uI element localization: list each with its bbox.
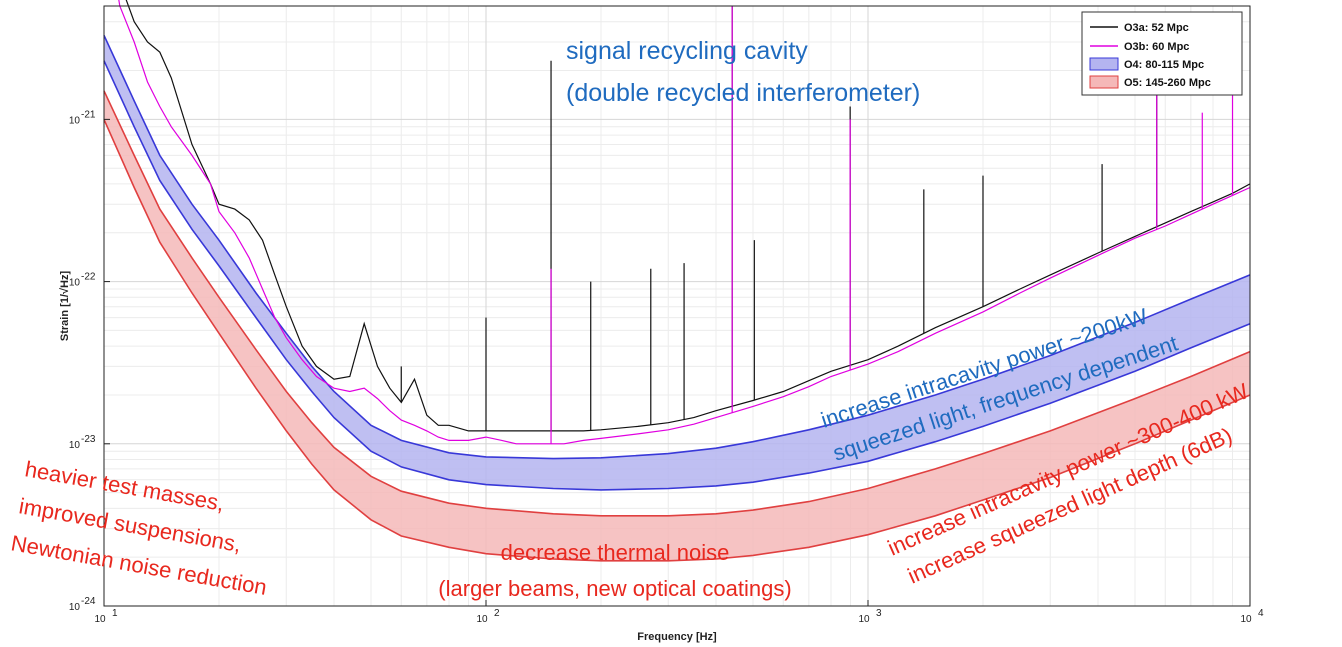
- plot-background: [104, 6, 1250, 606]
- annotation-thermal-noise: decrease thermal noise: [501, 540, 730, 565]
- x-tick-exponent: 3: [876, 608, 882, 619]
- legend-swatch-o4: [1089, 57, 1119, 71]
- y-tick-label: 10: [69, 278, 81, 289]
- sensitivity-bands: [103, 34, 1251, 562]
- x-tick-label: 10: [94, 614, 106, 625]
- spectral-lines: [400, 6, 1234, 444]
- x-tick-label: 10: [1240, 614, 1252, 625]
- x-tick-exponent: 2: [494, 608, 500, 619]
- annotation-coatings: (larger beams, new optical coatings): [438, 576, 791, 601]
- x-tick-exponent: 1: [112, 608, 118, 619]
- x-tick-label: 10: [476, 614, 488, 625]
- band-o4-upper-edge: [103, 34, 1251, 460]
- y-tick-label: 10: [69, 115, 81, 126]
- band-o5-upper-edge: [103, 90, 1251, 517]
- legend-label-o3b: O3b: 60 Mpc: [1124, 41, 1189, 53]
- band-o5-lower-edge: [103, 119, 1251, 562]
- y-tick-exponent: -23: [81, 434, 96, 445]
- y-tick-label: 10: [69, 440, 81, 451]
- legend-swatch-o5: [1089, 75, 1119, 89]
- annotation-double-recycled: (double recycled interferometer): [566, 79, 920, 107]
- x-tick-exponent: 4: [1258, 608, 1264, 619]
- plot-frame: [103, 5, 1251, 607]
- legend-label-o5: O5: 145-260 Mpc: [1124, 77, 1211, 89]
- minor-grid: [104, 5, 1250, 606]
- curve-o3b: [118, 0, 1251, 445]
- annotation-signal-recycling: signal recycling cavity: [566, 37, 808, 65]
- legend-label-o3a: O3a: 52 Mpc: [1124, 22, 1189, 34]
- y-tick-exponent: -21: [81, 109, 96, 120]
- y-axis-label: Strain [1/√Hz]: [59, 271, 71, 342]
- x-axis-ticks: 10 1 10 2 10 3 10 4: [94, 600, 1264, 625]
- y-tick-exponent: -24: [81, 596, 96, 607]
- band-o4-lower-edge: [103, 60, 1251, 491]
- x-axis-label: Frequency [Hz]: [637, 631, 717, 643]
- legend-label-o4: O4: 80-115 Mpc: [1124, 59, 1204, 71]
- legend: O3a: 52 Mpc O3b: 60 Mpc O4: 80-115 Mpc O…: [1081, 11, 1243, 96]
- y-tick-exponent: -22: [81, 272, 96, 283]
- y-tick-label: 10: [69, 602, 81, 613]
- x-tick-label: 10: [858, 614, 870, 625]
